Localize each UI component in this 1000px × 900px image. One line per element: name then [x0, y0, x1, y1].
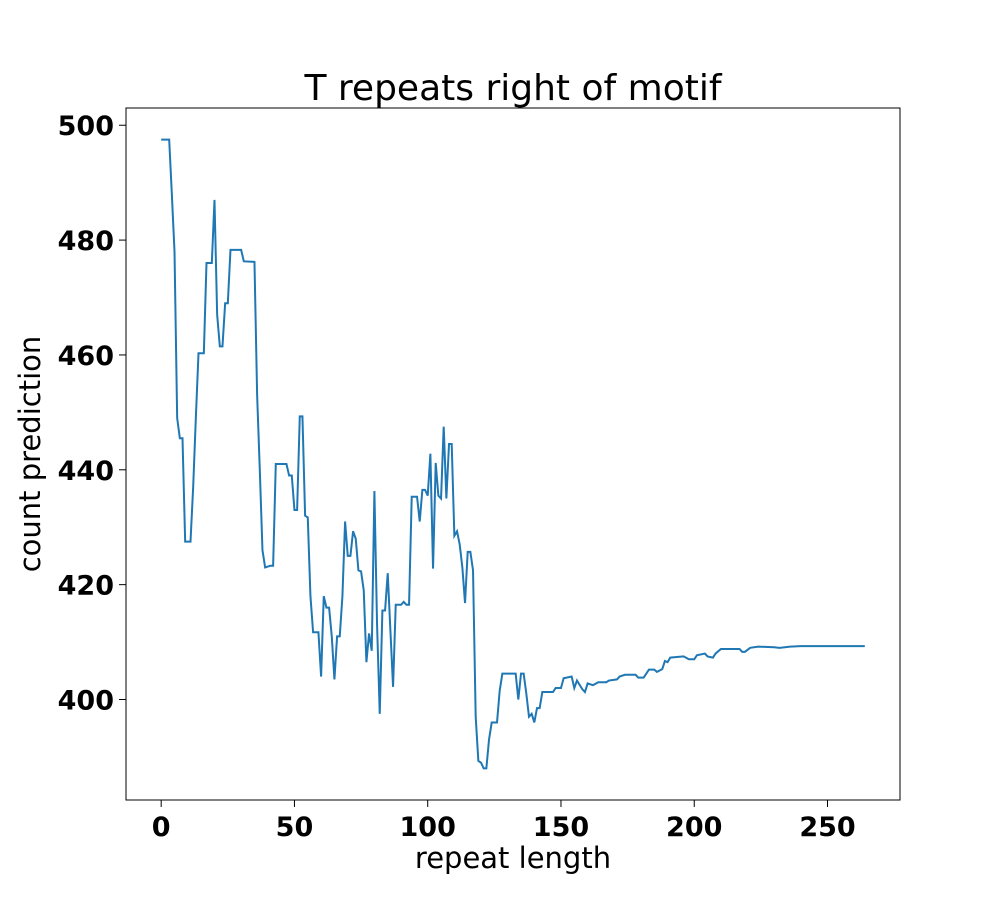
chart-title: T repeats right of motif [303, 68, 722, 109]
x-tick-label: 100 [400, 812, 456, 843]
y-tick-label: 500 [58, 111, 114, 142]
x-tick-label: 150 [533, 812, 589, 843]
x-axis-label: repeat length [415, 841, 611, 875]
y-axis-label: count prediction [13, 336, 47, 573]
y-tick-label: 480 [58, 226, 114, 257]
x-tick-label: 50 [276, 812, 314, 843]
y-tick-label: 400 [58, 686, 114, 717]
plot-frame [125, 107, 901, 801]
x-tick-label: 200 [666, 812, 722, 843]
y-tick-label: 460 [58, 341, 114, 372]
y-tick-label: 440 [58, 456, 114, 487]
x-tick-label: 0 [152, 812, 171, 843]
x-tick-label: 250 [799, 812, 855, 843]
y-tick-label: 420 [58, 571, 114, 602]
data-line [161, 138, 865, 770]
